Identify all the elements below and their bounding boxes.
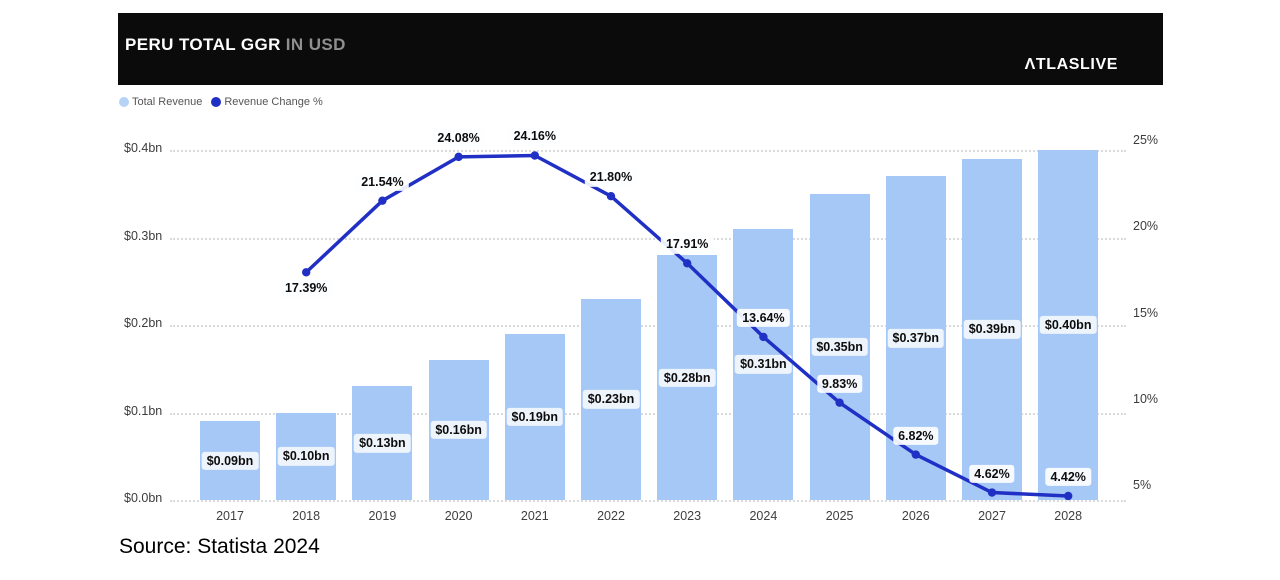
bar-value-label: $0.16bn (430, 420, 487, 440)
line-value-label: 4.62% (969, 464, 1015, 483)
bar-value-label: $0.09bn (201, 451, 259, 470)
bar-value-label: $0.23bn (582, 390, 640, 409)
right-axis-tick: 25% (1133, 133, 1159, 147)
source-caption: Source: Statista 2024 (119, 535, 320, 558)
legend-label: Total Revenue (132, 96, 203, 108)
legend: Total Revenue Revenue Change % (119, 96, 323, 108)
line-point[interactable] (302, 268, 311, 277)
left-axis-tick: $0.1bn (124, 403, 163, 418)
gridline (170, 500, 1126, 502)
chart-header-banner: PERU TOTAL GGR IN USD ΛTLASLIVE (118, 13, 1163, 85)
legend-dot-icon (119, 97, 129, 107)
legend-item-1[interactable]: Revenue Change % (211, 96, 323, 108)
x-axis-tick: 2028 (1054, 509, 1083, 523)
x-axis-tick: 2025 (825, 509, 854, 523)
bar-value-label: $0.31bn (735, 355, 792, 374)
chart-title-suffix: IN USD (285, 35, 346, 54)
x-axis-tick: 2017 (216, 509, 244, 523)
left-axis-tick: $0.0bn (124, 491, 163, 505)
right-axis-tick: 10% (1133, 391, 1159, 406)
bar-value-label: $0.39bn (963, 320, 1021, 339)
line-point[interactable] (454, 152, 463, 162)
right-axis-tick: 20% (1133, 219, 1159, 234)
line-value-label: 13.64% (737, 308, 790, 328)
line-value-label: 21.80% (584, 168, 638, 187)
bar-value-label: $0.40bn (1039, 315, 1097, 335)
bar-value-label: $0.13bn (354, 433, 411, 453)
bar-value-label: $0.19bn (506, 407, 564, 427)
legend-item-0[interactable]: Total Revenue (119, 96, 202, 108)
x-axis-tick: 2018 (292, 509, 321, 523)
left-axis-tick: $0.4bn (124, 141, 163, 155)
x-axis-tick: 2022 (597, 509, 625, 523)
legend-dot-icon (211, 97, 222, 107)
right-axis-tick: 15% (1133, 305, 1159, 320)
line-value-label: 9.83% (816, 374, 863, 393)
chart-title-main: PERU TOTAL GGR (125, 35, 281, 54)
chart-title: PERU TOTAL GGR IN USD (125, 35, 346, 55)
line-value-label: 4.42% (1045, 467, 1091, 487)
line-value-label: 24.08% (432, 128, 485, 148)
x-axis-tick: 2026 (901, 509, 930, 523)
gridline (170, 150, 1126, 152)
x-axis-tick: 2020 (444, 509, 473, 523)
left-axis-tick: $0.2bn (124, 316, 163, 330)
line-value-label: 6.82% (893, 426, 939, 445)
line-point[interactable] (378, 196, 387, 205)
line-point[interactable] (530, 151, 539, 160)
x-axis-tick: 2019 (368, 509, 397, 523)
bar-value-label: $0.37bn (887, 328, 945, 348)
left-axis-tick: $0.3bn (124, 228, 163, 243)
bar-value-label: $0.28bn (658, 368, 716, 387)
atlaslive-logo: ΛTLASLIVE (1024, 56, 1118, 73)
line-value-label: 24.16% (508, 127, 561, 146)
line-value-label: 17.39% (279, 279, 333, 298)
right-axis-tick: 5% (1133, 478, 1152, 492)
x-axis-tick: 2021 (520, 509, 549, 523)
bar-value-label: $0.10bn (277, 447, 335, 466)
x-axis-tick: 2023 (673, 509, 702, 523)
bar-value-label: $0.35bn (811, 337, 868, 357)
line-value-label: 21.54% (356, 172, 409, 191)
x-axis-tick: 2027 (978, 509, 1006, 523)
line-value-label: 17.91% (660, 235, 714, 254)
legend-label: Revenue Change % (224, 96, 323, 108)
x-axis-tick: 2024 (749, 509, 778, 523)
line-point[interactable] (606, 192, 616, 201)
